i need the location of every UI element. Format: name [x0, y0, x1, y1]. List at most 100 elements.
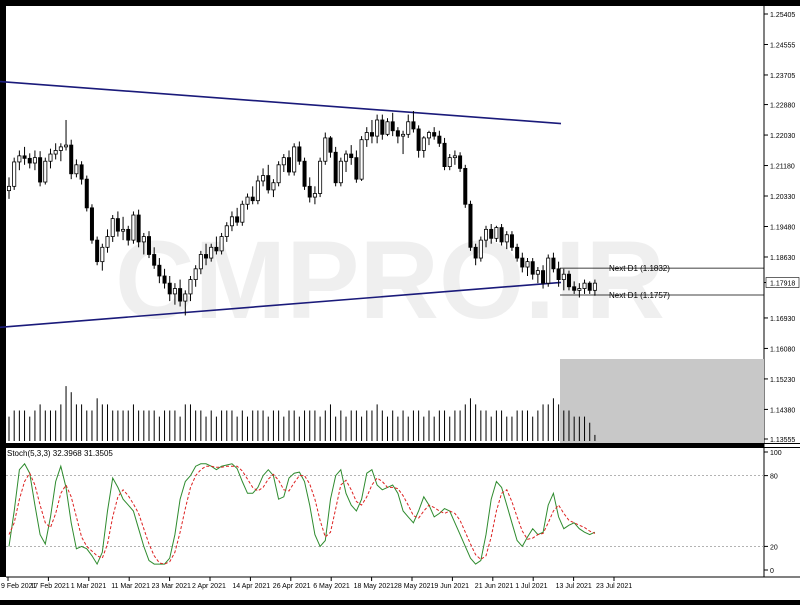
- candle-body-bear: [509, 234, 514, 248]
- candle-body-bear: [328, 137, 333, 153]
- candle-body-bull: [64, 144, 69, 148]
- candle-body-bull: [525, 261, 530, 268]
- price-tick-label: 1.15230: [770, 377, 795, 384]
- stoch-main-line: [8, 462, 596, 566]
- time-tick-label: 1 Mar 2021: [71, 583, 107, 590]
- candle-body-bear: [432, 132, 437, 137]
- candle-body-bull: [240, 203, 245, 223]
- next-d1-label: Next D1 (1.1832): [609, 264, 670, 273]
- candle-body-bear: [380, 119, 385, 135]
- price-tick-label: 1.20330: [770, 194, 795, 201]
- trendline-upper: [0, 80, 562, 125]
- candle-body-bear: [126, 228, 131, 241]
- candle-body-bull: [7, 185, 12, 192]
- candle-body-bull: [281, 157, 286, 166]
- candle-body-bull: [198, 254, 203, 270]
- candle-body-bull: [105, 236, 110, 248]
- candle-body-bull: [245, 196, 250, 205]
- price-tick-label: 1.25405: [770, 12, 795, 19]
- price-tick-label: 1.16080: [770, 346, 795, 353]
- candle-body-bear: [152, 254, 157, 266]
- price-tick-label: 1.24555: [770, 42, 795, 49]
- candle-body-bear: [136, 214, 141, 243]
- forecast-shade: [560, 359, 764, 443]
- price-tick-label: 1.16930: [770, 316, 795, 323]
- candle-body-bear: [27, 157, 32, 164]
- candle-body-bull: [292, 146, 297, 173]
- candle-body-bear: [307, 185, 312, 198]
- candle-body-bull: [141, 236, 146, 243]
- axis-layer: 1.25405 1.24555 1.23705 1.22880 1.22030 1.211…: [1, 12, 800, 590]
- candle-body-bull: [110, 218, 115, 237]
- candle-body-bear: [235, 216, 240, 223]
- candle-body-bull: [504, 234, 509, 243]
- candle-body-bear: [69, 144, 74, 175]
- candle-body-bull: [582, 282, 587, 289]
- candle-body-bull: [193, 268, 198, 280]
- price-tick-label: 1.14380: [770, 407, 795, 414]
- candle-body-bull: [32, 157, 37, 164]
- candle-body-bull: [131, 214, 136, 241]
- candle-body-bear: [530, 261, 535, 275]
- price-tick-label: 1.21180: [770, 164, 795, 171]
- stoch-pane: [6, 447, 764, 577]
- candle-body-bear: [286, 157, 291, 173]
- candle-body-bear: [79, 164, 84, 180]
- candle-body-bear: [297, 146, 302, 162]
- price-layer: Next D1 (1.1832) Next D1 (1.1757): [0, 80, 764, 441]
- candle-body-bear: [541, 270, 546, 284]
- time-tick-label: 14 Apr 2021: [232, 583, 270, 590]
- price-tick-label: 1.13555: [770, 437, 795, 444]
- candle-body-bull: [17, 155, 22, 163]
- stoch-tick-label: 0: [770, 568, 774, 575]
- candle-body-bear: [266, 175, 271, 191]
- time-tick-label: 2 Apr 2021: [192, 583, 226, 590]
- candle-body-bear: [250, 196, 255, 202]
- candle-body-bull: [478, 239, 483, 259]
- candle-body-bear: [115, 218, 120, 232]
- candle-body-bull: [364, 132, 369, 141]
- candle-body-bear: [354, 157, 359, 180]
- candle-body-bull: [561, 273, 566, 280]
- candle-body-bull: [546, 257, 551, 284]
- candle-body-bull: [209, 246, 214, 259]
- stoch-title: Stoch(5,3,3) 32.3968 31.3505: [7, 449, 113, 458]
- candle-body-bear: [390, 121, 395, 132]
- candle-body-bull: [271, 182, 276, 191]
- stoch-tick-label: 20: [770, 544, 778, 551]
- candle-body-bull: [276, 164, 281, 184]
- time-tick-label: 9 Jun 2021: [434, 583, 469, 590]
- time-tick-label: 1 Jul 2021: [515, 583, 547, 590]
- candle-body-bull: [452, 155, 457, 159]
- stoch-tick-label: 100: [770, 450, 782, 457]
- candle-body-bear: [473, 246, 478, 259]
- candle-body-bear: [520, 257, 525, 268]
- time-tick-label: 18 May 2021: [354, 583, 395, 590]
- candle-body-bull: [53, 150, 58, 155]
- price-scale: [764, 6, 800, 577]
- next-d1-label: Next D1 (1.1757): [609, 291, 670, 300]
- candle-body-bear: [146, 236, 151, 255]
- candle-body-bull: [48, 153, 53, 162]
- candle-body-bear: [22, 155, 27, 159]
- time-tick-label: 11 Mar 2021: [111, 583, 150, 590]
- candle-body-bull: [385, 121, 390, 135]
- candle-body-bull: [484, 228, 489, 241]
- candle-body-bear: [551, 257, 556, 270]
- candle-body-bull: [421, 137, 426, 151]
- time-tick-label: 6 May 2021: [313, 583, 350, 590]
- candle-body-bull: [183, 293, 188, 302]
- time-tick-label: 23 Jul 2021: [596, 583, 632, 590]
- candle-body-bear: [463, 167, 468, 205]
- candle-body-bear: [572, 286, 577, 291]
- candle-body-bear: [437, 135, 442, 144]
- candle-body-bear: [489, 228, 494, 239]
- price-tick-label: 1.23705: [770, 73, 795, 80]
- candle-body-bear: [587, 282, 592, 291]
- candle-body-bull: [312, 193, 317, 198]
- price-tick-label: 1.22030: [770, 133, 795, 140]
- candle-body-bear: [499, 227, 504, 243]
- candle-body-bear: [38, 157, 43, 183]
